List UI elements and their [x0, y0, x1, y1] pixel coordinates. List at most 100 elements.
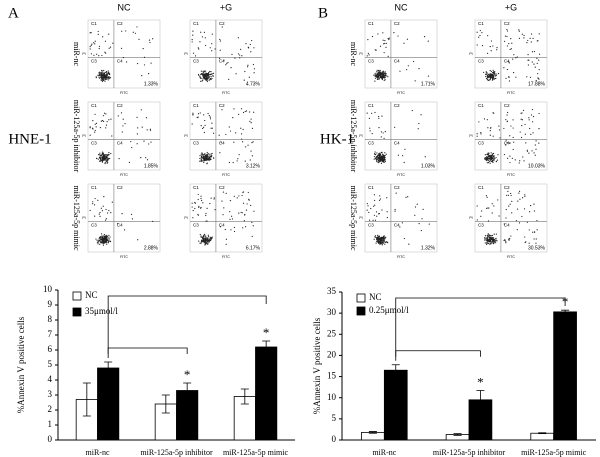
event-dot	[103, 240, 105, 242]
event-dot	[206, 76, 208, 78]
event-dot	[382, 75, 384, 77]
event-dot	[537, 77, 539, 79]
event-dot	[89, 46, 91, 48]
event-dot	[245, 209, 248, 211]
event-dot	[383, 156, 385, 158]
event-dot	[487, 233, 489, 235]
event-dot	[102, 152, 104, 154]
event-dot	[251, 155, 253, 157]
event-dot	[200, 236, 202, 238]
event-dot	[145, 157, 147, 159]
event-dot	[199, 242, 201, 244]
quadrant-label: C4	[504, 59, 510, 64]
event-dot	[518, 30, 520, 32]
event-dot	[200, 240, 202, 242]
event-dot	[374, 111, 376, 114]
event-dot	[383, 154, 385, 157]
event-dot	[204, 233, 206, 235]
event-dot	[248, 76, 250, 78]
event-dot	[111, 135, 113, 137]
event-dot	[485, 71, 487, 73]
event-dot	[488, 79, 490, 81]
event-dot	[493, 239, 495, 242]
event-dot	[233, 108, 235, 110]
event-dot	[382, 43, 385, 45]
flow-plot: C1 C2 C3 C4 4.73% FITC PI	[184, 19, 263, 95]
event-dot	[486, 196, 488, 198]
event-dot	[379, 159, 381, 161]
event-dot	[394, 208, 396, 211]
event-dot	[243, 79, 245, 81]
flow-x-label: FITC	[397, 91, 405, 95]
event-dot	[380, 136, 382, 138]
event-dot	[213, 157, 215, 159]
event-dot	[97, 243, 99, 245]
x-tick-label: miR-125a-5p mimic	[521, 448, 587, 457]
event-dot	[208, 79, 210, 81]
event-dot	[374, 235, 376, 237]
event-dot	[381, 241, 383, 244]
event-dot	[140, 109, 142, 111]
event-dot	[203, 161, 205, 164]
event-dot	[106, 160, 109, 162]
event-dot	[494, 72, 496, 74]
flow-plot: C1 C2 C3 C4 2.88% FITC PI	[82, 183, 161, 259]
event-dot	[95, 126, 97, 128]
event-dot	[534, 144, 536, 146]
event-dot	[511, 42, 513, 44]
event-dot	[233, 230, 236, 233]
event-dot	[204, 237, 207, 239]
event-dot	[374, 157, 376, 160]
event-dot	[379, 152, 381, 154]
flow-y-label: PI	[82, 134, 85, 138]
y-tick-label: 4	[48, 374, 53, 384]
event-dot	[376, 215, 378, 217]
event-dot	[490, 70, 492, 73]
event-dot	[204, 241, 206, 243]
event-dot	[100, 74, 103, 76]
quadrant-label: C4	[117, 223, 123, 228]
event-dot	[366, 55, 368, 57]
event-dot	[94, 123, 96, 125]
event-dot	[531, 61, 533, 63]
percentage: 1.03%	[421, 163, 436, 169]
event-dot	[100, 155, 103, 157]
event-dot	[507, 190, 509, 192]
event-dot	[209, 47, 211, 49]
event-dot	[209, 236, 211, 238]
event-dot	[490, 40, 493, 42]
event-dot	[95, 76, 97, 78]
event-dot	[510, 192, 512, 195]
event-dot	[375, 154, 377, 156]
event-dot	[225, 64, 227, 66]
event-dot	[382, 32, 384, 34]
event-dot	[148, 143, 150, 145]
event-dot	[504, 35, 507, 37]
plot-frame	[87, 183, 161, 253]
event-dot	[89, 48, 91, 50]
event-dot	[198, 205, 200, 207]
flow-x-label: FITC	[222, 255, 230, 259]
event-dot	[418, 223, 420, 225]
event-dot	[487, 207, 489, 209]
event-dot	[128, 161, 130, 164]
event-dot	[403, 161, 405, 164]
event-dot	[122, 125, 124, 127]
event-dot	[207, 112, 209, 115]
event-dot	[199, 112, 201, 114]
flow-x-label: FITC	[507, 91, 515, 95]
event-dot	[381, 236, 383, 239]
event-dot	[191, 202, 193, 204]
event-dot	[421, 218, 423, 220]
event-dot	[503, 127, 505, 130]
percentage: 1.32%	[421, 245, 436, 251]
event-dot	[519, 198, 521, 200]
event-dot	[92, 120, 94, 122]
event-dot	[486, 156, 488, 158]
event-dot	[210, 78, 212, 81]
event-dot	[490, 152, 492, 154]
event-dot	[377, 115, 380, 118]
quadrant-label: C2	[117, 21, 123, 26]
event-dot	[480, 133, 482, 135]
event-dot	[481, 44, 484, 47]
